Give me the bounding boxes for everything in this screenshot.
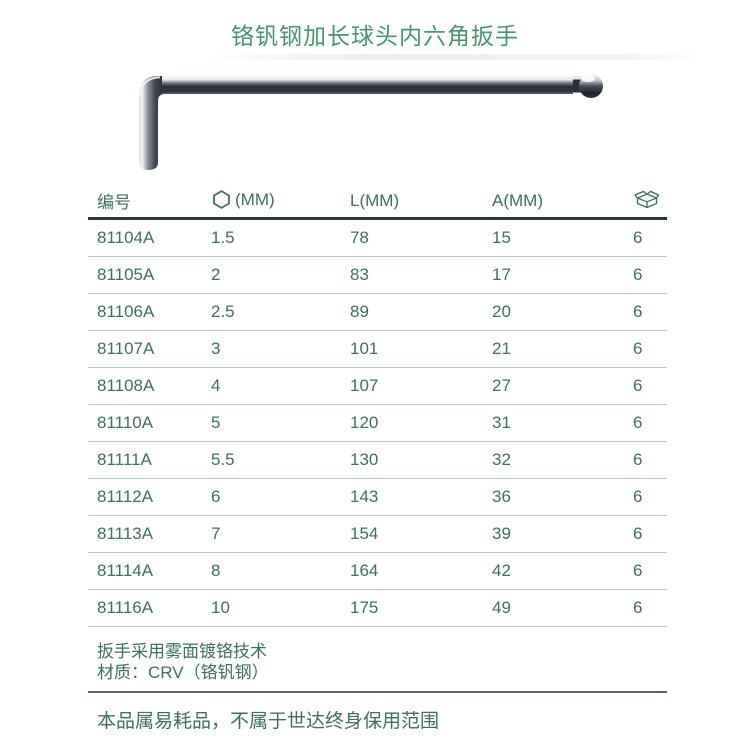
table-cell: 120 bbox=[341, 404, 483, 442]
wrench-short-arm bbox=[139, 76, 165, 170]
table-cell: 8 bbox=[202, 552, 341, 590]
table-cell: 39 bbox=[483, 515, 624, 553]
header-code-label: 编号 bbox=[97, 193, 131, 212]
header-length-label: L(MM) bbox=[350, 190, 400, 210]
table-cell: 6 bbox=[624, 367, 667, 405]
table-cell: 3 bbox=[202, 330, 341, 368]
product-photo bbox=[0, 50, 750, 180]
table-cell: 81116A bbox=[88, 589, 202, 627]
package-box-icon bbox=[634, 190, 660, 209]
table-cell: 130 bbox=[341, 441, 483, 479]
table-row: 81114A 8 164 42 6 bbox=[88, 552, 667, 590]
table-row: 81104A 1.5 78 15 6 bbox=[88, 218, 667, 257]
table-cell: 81112A bbox=[88, 478, 202, 516]
table-cell: 2 bbox=[202, 256, 341, 294]
table-cell: 107 bbox=[341, 367, 483, 405]
table-cell: 81106A bbox=[88, 293, 202, 331]
table-cell: 6 bbox=[624, 478, 667, 516]
bend-highlight bbox=[139, 76, 161, 97]
table-cell: 6 bbox=[202, 478, 341, 516]
table-row: 81112A 6 143 36 6 bbox=[88, 478, 667, 516]
table-row: 81111A 5.5 130 32 6 bbox=[88, 441, 667, 479]
table-cell: 31 bbox=[483, 404, 624, 442]
note-material: 材质：CRV（铬钒钢） bbox=[97, 663, 269, 682]
table-cell: 6 bbox=[624, 589, 667, 627]
table-row: 81108A 4 107 27 6 bbox=[88, 367, 667, 405]
wrench-neck bbox=[573, 77, 582, 93]
header-hex-label: (MM) bbox=[235, 189, 275, 209]
table-cell: 6 bbox=[624, 404, 667, 442]
table-cell: 175 bbox=[341, 589, 483, 627]
note-coating: 扳手采用雾面镀铬技术 bbox=[97, 642, 267, 661]
divider-line bbox=[88, 691, 667, 693]
table-cell: 17 bbox=[483, 256, 624, 294]
reflection-highlight bbox=[205, 54, 705, 60]
neck-highlight bbox=[573, 76, 582, 80]
table-cell: 6 bbox=[624, 330, 667, 368]
table-cell: 1.5 bbox=[202, 218, 341, 257]
header-cell-a-dim: A(MM) bbox=[483, 184, 624, 220]
table-cell: 81113A bbox=[88, 515, 202, 553]
page-title: 铬钒钢加长球头内六角扳手 bbox=[231, 23, 519, 49]
table-cell: 32 bbox=[483, 441, 624, 479]
table-cell: 6 bbox=[624, 293, 667, 331]
table-cell: 143 bbox=[341, 478, 483, 516]
table-cell: 15 bbox=[483, 218, 624, 257]
table-row: 81113A 7 154 39 6 bbox=[88, 515, 667, 553]
table-cell: 49 bbox=[483, 589, 624, 627]
header-cell-pack-qty bbox=[624, 184, 667, 220]
table-cell: 5 bbox=[202, 404, 341, 442]
table-cell: 81104A bbox=[88, 218, 202, 257]
table-cell: 4 bbox=[202, 367, 341, 405]
table-cell: 27 bbox=[483, 367, 624, 405]
table-cell: 164 bbox=[341, 552, 483, 590]
table-cell: 101 bbox=[341, 330, 483, 368]
table-cell: 78 bbox=[341, 218, 483, 257]
table-row: 81105A 2 83 17 6 bbox=[88, 256, 667, 294]
table-cell: 42 bbox=[483, 552, 624, 590]
table-cell: 6 bbox=[624, 552, 667, 590]
table-cell: 20 bbox=[483, 293, 624, 331]
header-cell-length: L(MM) bbox=[341, 184, 483, 220]
header-cell-code: 编号 bbox=[88, 184, 202, 220]
table-cell: 6 bbox=[624, 515, 667, 553]
header-cell-hex-size: (MM) bbox=[202, 184, 341, 220]
table-cell: 83 bbox=[341, 256, 483, 294]
wrench-long-shaft bbox=[162, 76, 573, 94]
table-cell: 36 bbox=[483, 478, 624, 516]
table-header-row: 编号 (MM) L(MM) A(MM) bbox=[88, 184, 667, 220]
table-row: 81107A 3 101 21 6 bbox=[88, 330, 667, 368]
table-cell: 21 bbox=[483, 330, 624, 368]
product-notes: 扳手采用雾面镀铬技术 材质：CRV（铬钒钢） bbox=[97, 641, 750, 683]
ball-highlight bbox=[581, 74, 595, 83]
table-cell: 6 bbox=[624, 441, 667, 479]
warranty-note: 本品属易耗品，不属于世达终身保用范围 bbox=[97, 711, 440, 732]
spec-table: 编号 (MM) L(MM) A(MM) bbox=[88, 184, 667, 627]
table-row: 81110A 5 120 31 6 bbox=[88, 404, 667, 442]
table-cell: 81114A bbox=[88, 552, 202, 590]
table-cell: 6 bbox=[624, 218, 667, 257]
table-cell: 89 bbox=[341, 293, 483, 331]
header-a-label: A(MM) bbox=[492, 190, 543, 210]
table-cell: 81108A bbox=[88, 367, 202, 405]
spec-table-body: 81104A 1.5 78 15 6 81105A 2 83 17 6 81106A 2.5 89 20 6… bbox=[88, 218, 667, 627]
table-cell: 5.5 bbox=[202, 441, 341, 479]
hex-key-wrench-image bbox=[139, 54, 705, 170]
table-cell: 7 bbox=[202, 515, 341, 553]
table-row: 81106A 2.5 89 20 6 bbox=[88, 293, 667, 331]
table-cell: 2.5 bbox=[202, 293, 341, 331]
table-cell: 81110A bbox=[88, 404, 202, 442]
table-row: 81116A 10 175 49 6 bbox=[88, 589, 667, 627]
table-cell: 81107A bbox=[88, 330, 202, 368]
table-cell: 81105A bbox=[88, 256, 202, 294]
hexagon-outline-icon bbox=[213, 190, 230, 209]
table-cell: 154 bbox=[341, 515, 483, 553]
table-cell: 10 bbox=[202, 589, 341, 627]
table-cell: 6 bbox=[624, 256, 667, 294]
table-cell: 81111A bbox=[88, 441, 202, 479]
